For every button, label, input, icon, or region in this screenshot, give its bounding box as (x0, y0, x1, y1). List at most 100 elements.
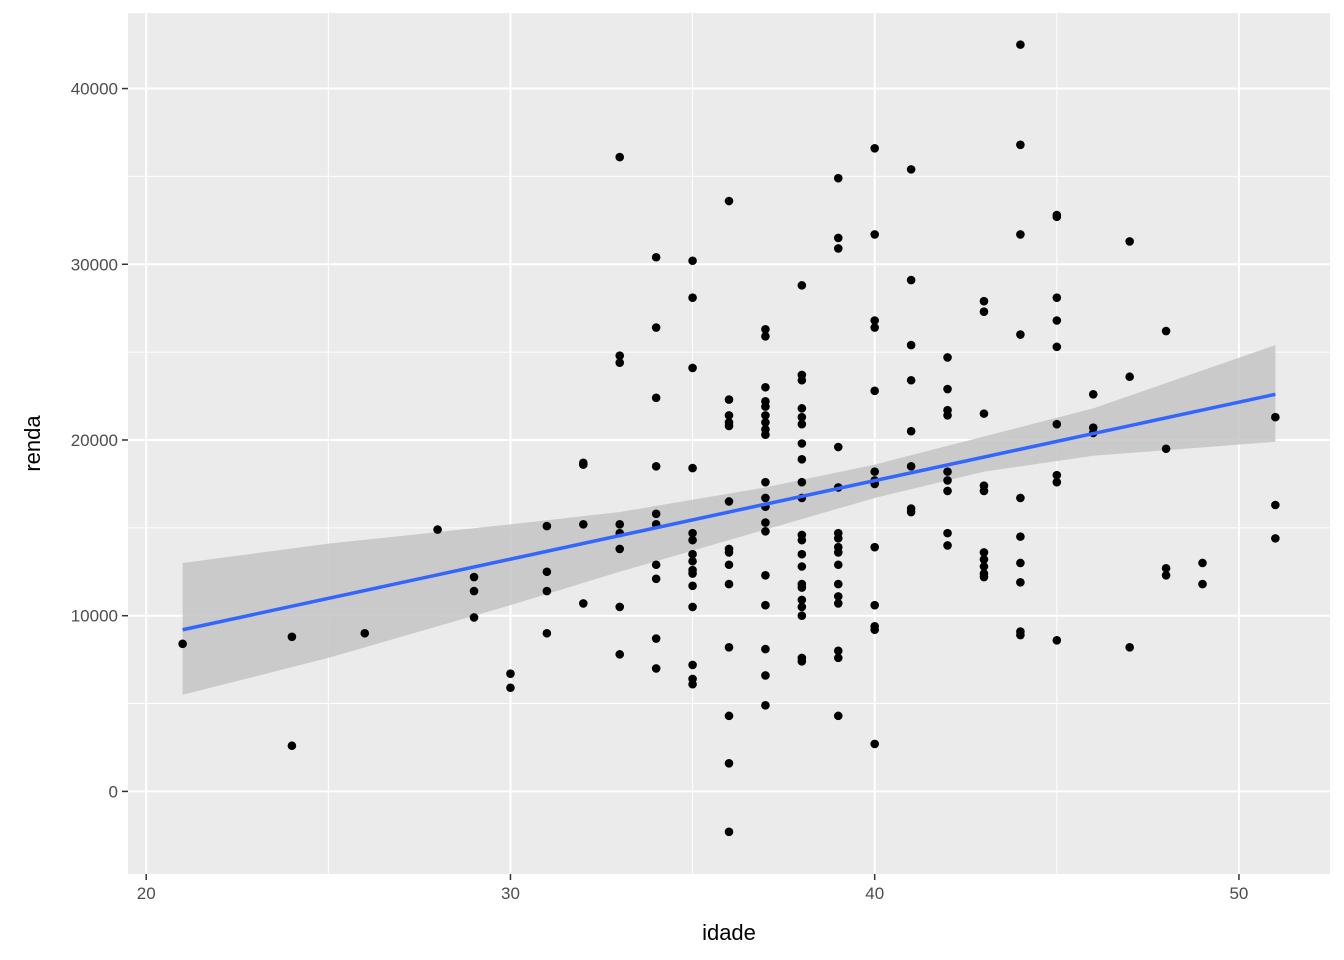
data-point (943, 411, 952, 420)
data-point (761, 493, 770, 503)
data-point (797, 657, 807, 666)
data-point (688, 293, 697, 302)
data-point (469, 613, 479, 622)
data-point (506, 683, 515, 693)
data-point (651, 560, 661, 570)
data-point (979, 296, 989, 306)
y-tick-label: 10000 (71, 607, 118, 626)
data-point (1016, 230, 1025, 239)
y-tick-label: 30000 (71, 255, 118, 274)
data-point (651, 323, 661, 332)
data-point (615, 602, 625, 612)
data-point (1016, 630, 1025, 640)
data-point (870, 230, 879, 239)
data-point (651, 252, 661, 262)
data-point (906, 375, 916, 385)
data-point (979, 486, 989, 496)
data-point (761, 402, 770, 411)
data-point (579, 599, 588, 608)
data-point (1016, 330, 1025, 339)
data-point (1271, 534, 1280, 543)
data-point (579, 460, 588, 469)
data-point (833, 534, 843, 543)
data-point (688, 679, 697, 689)
data-point (287, 632, 297, 642)
data-point (651, 634, 661, 643)
data-point (979, 572, 989, 582)
data-point (724, 560, 734, 570)
data-point (688, 256, 697, 266)
data-point (761, 644, 770, 654)
data-point (797, 535, 807, 545)
data-point (688, 549, 697, 559)
data-point (870, 316, 879, 325)
data-point (724, 759, 734, 768)
data-point (1161, 444, 1171, 454)
data-point (833, 599, 843, 608)
data-point (943, 476, 952, 485)
data-point (469, 572, 479, 582)
data-point (833, 592, 843, 601)
data-point (979, 562, 989, 571)
data-point (724, 411, 734, 420)
x-axis-ticks: 20 30 40 50 (137, 874, 1248, 903)
data-point (1016, 40, 1025, 49)
data-point (1052, 316, 1062, 325)
data-point (797, 477, 807, 487)
data-point (833, 233, 843, 243)
data-point (761, 477, 770, 487)
data-point (906, 462, 916, 471)
data-point (761, 527, 770, 536)
data-point (433, 525, 442, 534)
data-point (979, 555, 989, 564)
data-point (833, 560, 843, 570)
data-point (1016, 578, 1025, 587)
data-point (1271, 500, 1280, 510)
data-point (979, 307, 989, 317)
confidence-band (182, 345, 1276, 695)
data-point (688, 660, 697, 670)
data-point (797, 549, 807, 559)
data-point (943, 486, 952, 496)
data-point (1052, 470, 1062, 480)
data-point (761, 418, 770, 427)
data-point (651, 462, 661, 471)
data-point (1198, 558, 1207, 568)
data-point (1125, 643, 1134, 652)
data-point (542, 521, 552, 531)
data-point (688, 528, 697, 538)
data-point (797, 404, 807, 413)
data-point (615, 544, 625, 554)
data-point (761, 701, 770, 710)
data-point (870, 144, 879, 153)
data-point (1161, 570, 1171, 580)
data-point (870, 467, 879, 476)
data-point (870, 323, 879, 332)
y-axis-ticks: 0 10000 20000 30000 40000 (71, 80, 128, 801)
data-point (1016, 140, 1025, 150)
data-point (833, 579, 843, 589)
data-point (178, 639, 187, 649)
data-point (797, 419, 807, 429)
data-point (1125, 372, 1134, 382)
data-point (1161, 563, 1171, 573)
y-tick-label: 20000 (71, 431, 118, 450)
data-point (688, 463, 697, 473)
data-point (724, 548, 734, 557)
data-point (1052, 477, 1062, 487)
x-tick-label: 30 (501, 884, 520, 903)
data-point (651, 664, 661, 673)
data-point (724, 827, 734, 837)
data-point (542, 586, 552, 596)
data-point (870, 386, 879, 396)
data-point (943, 467, 952, 476)
x-tick-label: 40 (865, 884, 884, 903)
data-point (1052, 419, 1062, 429)
data-point (688, 535, 697, 545)
data-point (797, 611, 807, 620)
data-point (615, 152, 625, 162)
data-point (797, 602, 807, 612)
data-point (797, 455, 807, 464)
data-point (1016, 493, 1025, 503)
data-point (833, 711, 843, 721)
